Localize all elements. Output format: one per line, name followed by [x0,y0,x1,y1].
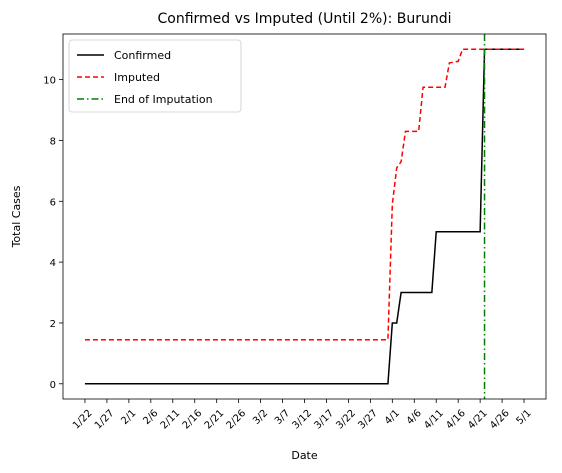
legend-label: Confirmed [114,49,171,62]
y-tick-label: 10 [43,76,56,87]
y-tick-label: 6 [50,197,56,208]
y-axis-label: Total Cases [10,185,23,248]
legend-label: End of Imputation [114,93,213,106]
y-tick-label: 0 [50,380,56,391]
legend-label: Imputed [114,71,160,84]
y-tick-label: 8 [50,136,56,147]
legend: Confirmed Imputed End of Imputation [69,40,241,112]
y-tick-label: 4 [50,258,56,269]
chart-title: Confirmed vs Imputed (Until 2%): Burundi [157,11,451,27]
y-tick-label: 2 [50,319,56,330]
x-axis-label: Date [291,449,318,462]
